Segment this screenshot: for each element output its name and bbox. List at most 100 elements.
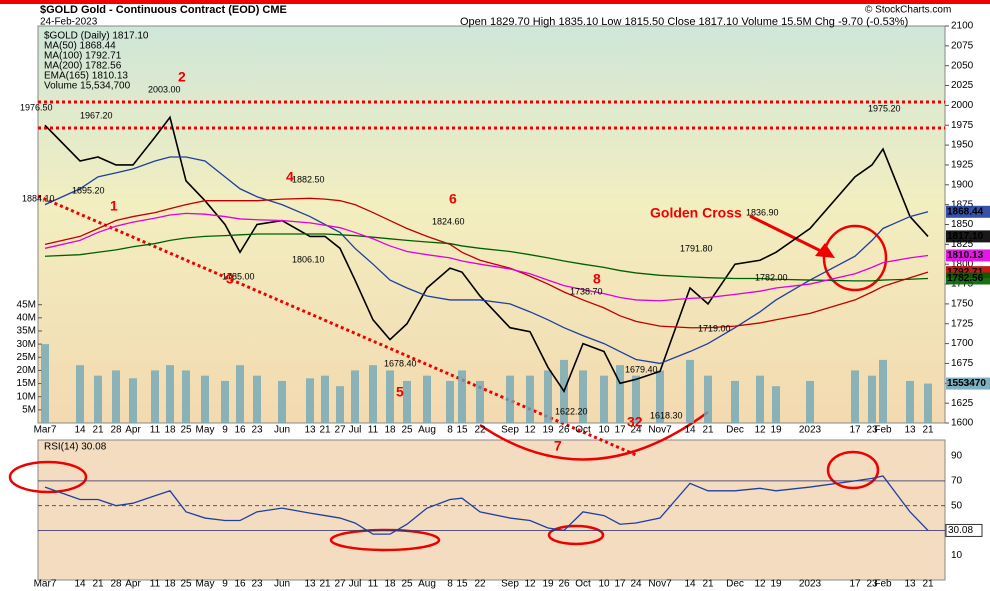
x-tick-label: 8 xyxy=(447,579,453,590)
price-annotation: 1967.20 xyxy=(80,110,113,120)
series-line xyxy=(44,233,929,282)
x-tick-label: Jun xyxy=(274,425,290,436)
circle xyxy=(822,224,888,292)
y-tick-label: 2100 xyxy=(951,21,974,32)
x-tick-label: 27 xyxy=(334,425,346,436)
x-tick-label: 23 xyxy=(251,425,263,436)
x-tick-label: Mar7 xyxy=(34,579,57,590)
x-tick-label: 16 xyxy=(234,579,246,590)
x-tick-label: 14 xyxy=(684,425,696,436)
end-label-box xyxy=(946,230,990,243)
volume-bar xyxy=(369,365,377,423)
end-label: 30.08 xyxy=(948,525,973,536)
wave-label: 1 xyxy=(110,198,118,214)
y-tick-label: 1950 xyxy=(951,140,974,151)
x-tick-label: 23 xyxy=(866,425,878,436)
x-tick-label: Aug xyxy=(418,579,436,590)
x-tick-label: 10 xyxy=(598,425,610,436)
wave-label: 8 xyxy=(593,271,601,287)
price-annotation: 1618.30 xyxy=(650,410,683,420)
y2-tick-label: 45M xyxy=(17,299,36,310)
volume-bar xyxy=(386,370,394,423)
volume-bar xyxy=(656,370,664,423)
y-tick-label: 1925 xyxy=(951,160,974,171)
x-tick-label: 14 xyxy=(74,579,86,590)
volume-bar xyxy=(526,375,534,423)
price-panel xyxy=(37,25,946,424)
y-tick-label: 1625 xyxy=(951,398,974,409)
x-tick-label: Oct xyxy=(575,579,591,590)
volume-bar xyxy=(166,365,174,423)
y-tick-label: 1825 xyxy=(951,239,974,250)
circle xyxy=(826,450,880,490)
x-tick-label: 12 xyxy=(754,425,766,436)
volume-bar xyxy=(94,375,102,423)
volume-bar xyxy=(600,375,608,423)
x-tick-label: Feb xyxy=(874,425,892,436)
y2-tick-label: 35M xyxy=(17,326,36,337)
x-tick-label: 11 xyxy=(150,579,161,590)
y-tick-label: 1875 xyxy=(951,199,974,210)
quote: Open 1829.70 High 1835.10 Low 1815.50 Cl… xyxy=(460,16,908,28)
volume-bar xyxy=(182,370,190,423)
volume-bar xyxy=(851,370,859,423)
wave-label: 4 xyxy=(286,169,294,185)
x-tick-label: 2023 xyxy=(799,425,822,436)
x-tick-label: Nov7 xyxy=(648,425,672,436)
x-tick-label: 14 xyxy=(684,579,696,590)
price-annotation: 1882.50 xyxy=(292,174,325,184)
x-tick-label: 12 xyxy=(524,579,536,590)
y-tick-label: 2000 xyxy=(951,100,974,111)
volume-bar xyxy=(476,380,484,423)
x-tick-label: 25 xyxy=(401,425,413,436)
volume-bar xyxy=(151,370,159,423)
y-tick-label: 10 xyxy=(951,550,963,561)
price-annotation: 1678.40 xyxy=(384,358,417,368)
price-annotation: 2003.00 xyxy=(148,84,181,94)
end-label-box xyxy=(946,377,990,390)
x-tick-label: 25 xyxy=(180,425,192,436)
top-bar xyxy=(0,0,990,4)
x-tick-label: Dec xyxy=(726,425,744,436)
price-annotation: 1884.10 xyxy=(22,193,55,203)
volume-bar xyxy=(201,375,209,423)
end-label: 1553470 xyxy=(947,378,986,389)
legend-entry: $GOLD (Daily) 1817.10 xyxy=(44,31,149,42)
volume-bar xyxy=(731,380,739,423)
x-tick-label: 28 xyxy=(110,425,122,436)
x-tick-label: 11 xyxy=(368,579,379,590)
x-tick-label: Jul xyxy=(349,425,362,436)
y2-tick-label: 25M xyxy=(17,352,36,363)
x-tick-label: 8 xyxy=(447,425,453,436)
x-tick-label: 11 xyxy=(368,425,379,436)
volume-bar xyxy=(924,383,932,423)
end-label-box xyxy=(945,523,983,537)
volume-bar xyxy=(544,370,552,423)
x-tick-label: 17 xyxy=(614,425,626,436)
volume-bar xyxy=(686,359,694,423)
x-tick-label: 24 xyxy=(630,579,642,590)
x-tick-label: 21 xyxy=(702,579,714,590)
price-annotation: 1824.60 xyxy=(432,216,465,226)
y2-tick-label: 40M xyxy=(17,312,36,323)
volume-bar xyxy=(278,380,286,423)
price-annotation: 1836.90 xyxy=(746,207,779,217)
x-tick-label: 15 xyxy=(456,425,468,436)
volume-bar xyxy=(253,375,261,423)
volume-bar xyxy=(906,380,914,423)
rsi-panel xyxy=(37,439,946,581)
volume-bar xyxy=(806,380,814,423)
volume-bar xyxy=(112,370,120,423)
price-annotation: 1622.20 xyxy=(555,406,588,416)
end-label: 1782.56 xyxy=(947,273,984,284)
x-tick-label: Nov7 xyxy=(648,579,672,590)
arrowhead xyxy=(815,243,835,258)
x-tick-label: 18 xyxy=(384,579,396,590)
trend-line xyxy=(37,194,637,457)
x-tick-label: 22 xyxy=(474,425,486,436)
x-tick-label: 2023 xyxy=(799,579,822,590)
y-tick-label: 1700 xyxy=(951,338,974,349)
price-annotation: 1719.00 xyxy=(698,323,731,333)
wave-label: 2 xyxy=(178,69,186,85)
